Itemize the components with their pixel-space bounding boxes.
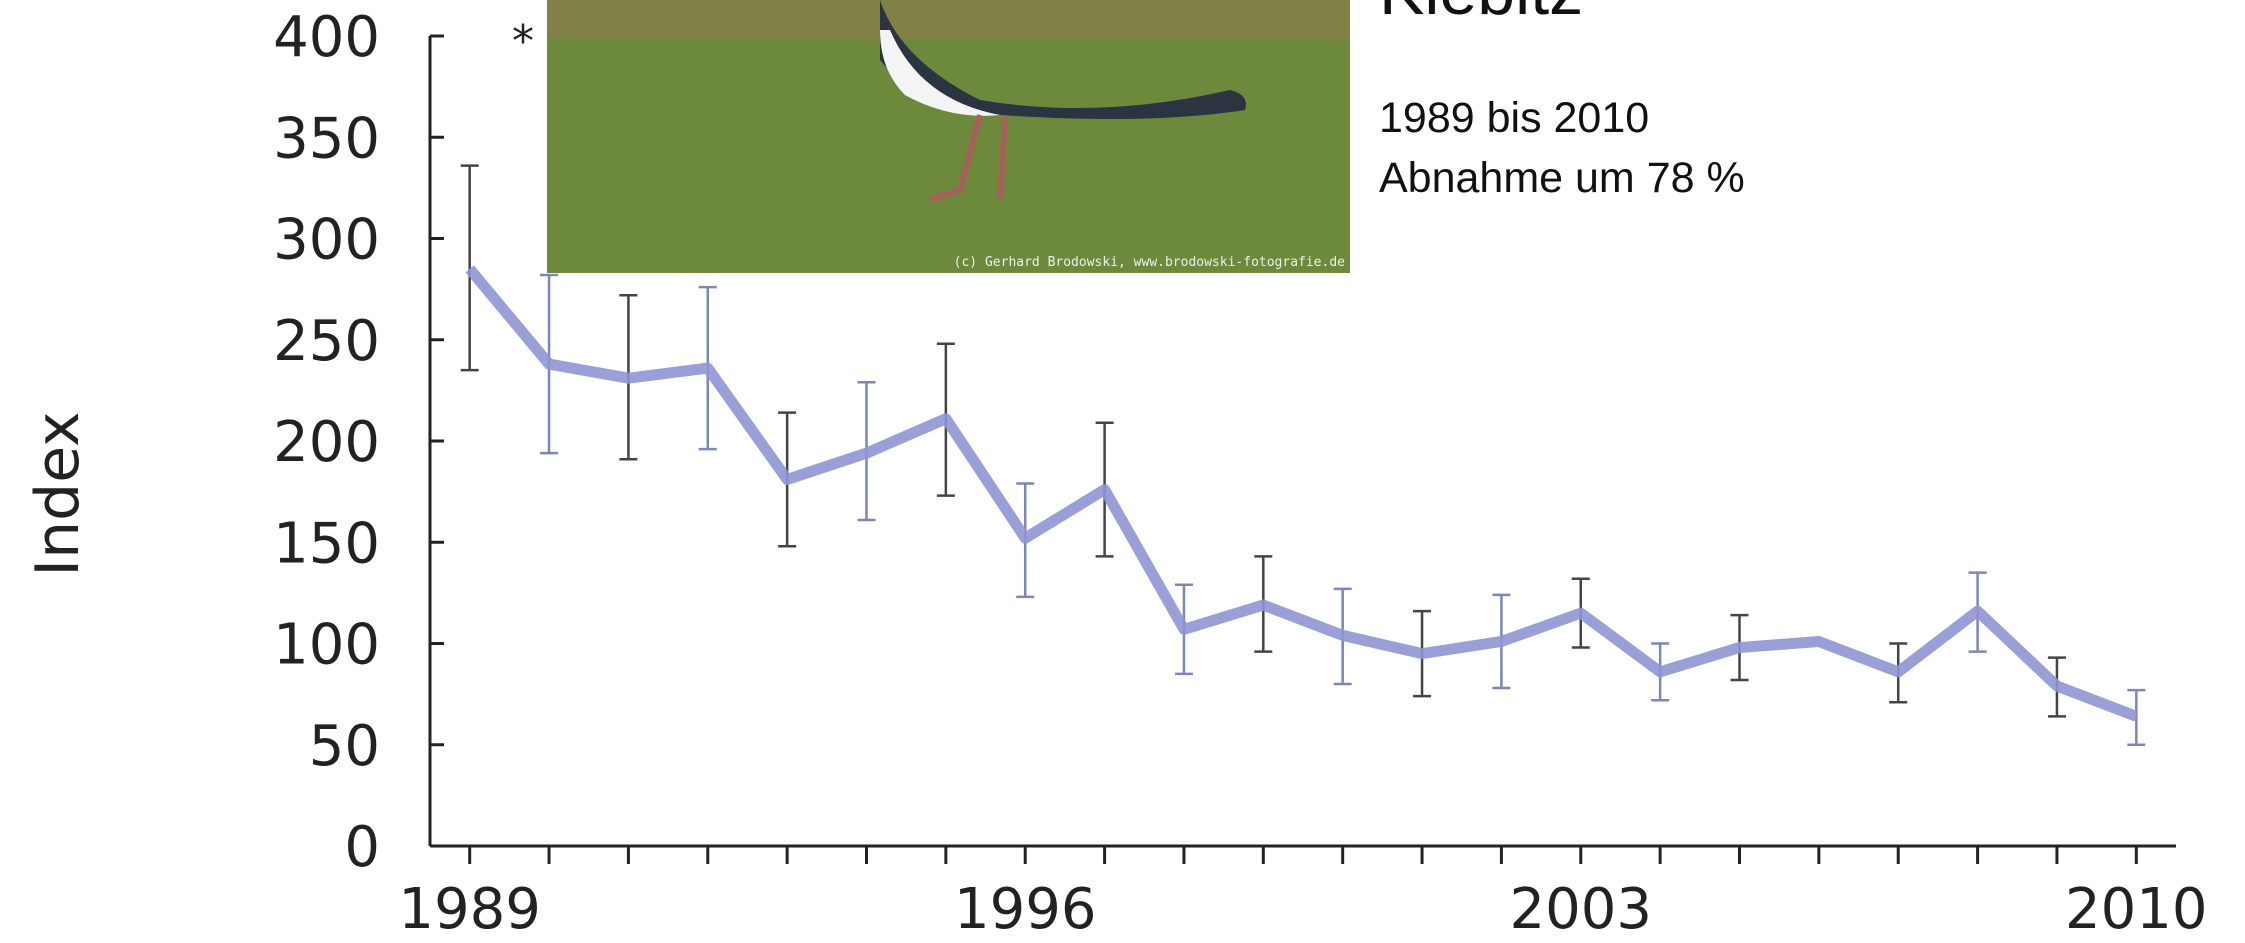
subtitle: Abnahme um 78 %	[1379, 154, 1745, 202]
x-tick-label: 2003	[1510, 877, 1653, 942]
y-tick-label: 0	[344, 815, 380, 880]
subtitle: 1989 bis 2010	[1379, 94, 1649, 142]
data-line	[470, 269, 2137, 717]
annotation: *	[512, 16, 534, 67]
y-tick-label: 250	[273, 309, 380, 374]
y-tick-label: 50	[309, 714, 380, 779]
photo-background	[547, 0, 1350, 273]
photo-credit: (c) Gerhard Brodowski, www.brodowski-fot…	[954, 255, 1346, 270]
chart-title: Kiebitz	[1379, 0, 1583, 29]
y-tick-label: 150	[273, 511, 380, 576]
y-tick-label: 100	[273, 613, 380, 678]
y-tick-label: 200	[273, 410, 380, 475]
y-tick-label: 400	[273, 5, 380, 70]
y-axis-label: Index	[23, 411, 93, 576]
y-tick-label: 300	[273, 208, 380, 273]
y-tick-label: 350	[273, 106, 380, 171]
photo-background	[547, 0, 1350, 40]
x-tick-label: 1989	[398, 877, 541, 942]
x-tick-label: 2010	[2065, 877, 2208, 942]
chart: (c) Gerhard Brodowski, www.brodowski-fot…	[0, 0, 2245, 943]
photo: (c) Gerhard Brodowski, www.brodowski-fot…	[547, 0, 1350, 273]
x-tick-label: 1996	[954, 877, 1097, 942]
